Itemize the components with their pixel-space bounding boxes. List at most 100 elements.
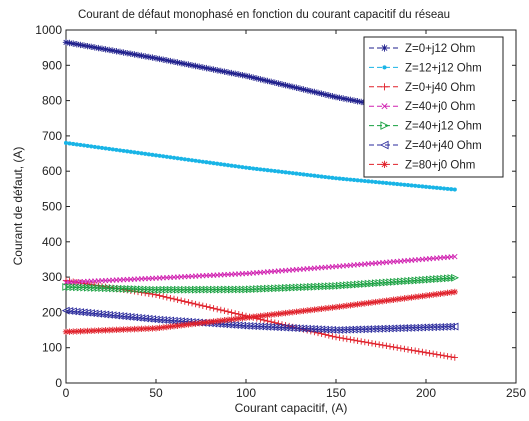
data-marker [325,92,332,99]
data-marker [292,324,301,333]
data-marker [335,326,344,334]
data-marker [383,297,390,304]
data-marker [395,182,400,187]
data-marker [106,46,113,54]
data-marker [343,95,350,103]
data-marker [296,308,304,315]
data-marker [127,50,134,57]
data-marker [98,327,106,334]
data-marker [390,343,397,351]
data-marker [124,326,131,333]
data-marker [394,344,401,351]
data-marker [420,184,425,189]
data-marker [233,164,238,169]
data-marker [408,294,415,301]
data-marker [436,323,445,331]
data-marker [137,314,146,322]
data-marker [170,58,178,65]
data-marker [246,314,253,321]
data-marker [261,167,267,172]
data-marker [412,347,419,354]
legend-item: Z=40+j0 Ohm [369,101,475,113]
data-marker [192,320,199,327]
data-marker [451,288,458,296]
data-marker [166,316,175,325]
data-marker [224,308,232,315]
legend-label: Z=40+j40 Ohm [405,140,482,152]
data-marker [210,305,217,312]
data-marker [221,307,228,315]
data-marker [408,346,415,354]
data-marker [268,311,275,318]
data-marker [373,179,378,185]
data-marker [203,319,210,326]
data-marker [283,170,288,175]
data-marker [434,185,439,190]
data-marker [71,141,76,146]
data-marker [188,320,196,328]
data-marker [337,176,342,181]
data-marker [432,323,441,331]
data-marker [311,88,318,96]
data-marker [160,56,167,63]
data-marker [167,294,174,302]
data-marker [78,142,83,147]
data-marker [444,289,451,297]
data-marker [452,187,457,192]
data-marker [160,324,167,331]
data-marker [151,315,160,324]
data-marker [287,170,292,175]
data-marker [257,76,264,83]
data-marker [113,48,120,55]
data-marker [307,306,314,314]
data-marker [356,325,365,334]
data-marker [425,323,434,332]
data-marker [211,161,216,166]
data-marker [239,314,246,322]
data-marker [349,325,358,334]
data-marker [440,290,448,297]
data-marker [239,71,246,79]
data-marker [167,57,174,65]
data-marker [258,167,263,172]
data-marker [228,316,235,323]
data-marker [430,291,437,298]
data-marker [279,169,285,174]
legend-item: Z=80+j0 Ohm [369,159,475,171]
data-marker [200,159,205,164]
data-marker [67,141,72,146]
data-marker [119,312,128,321]
data-marker [98,45,106,52]
data-marker [72,307,81,316]
data-marker [402,182,407,187]
data-marker [84,42,91,50]
data-marker [214,305,221,313]
data-marker [96,145,101,150]
y-tick-label: 1000 [35,23,62,37]
data-marker [264,77,271,85]
data-marker [83,308,92,317]
data-marker [329,333,336,340]
data-marker [362,178,367,184]
data-marker [131,51,138,58]
data-marker [268,78,275,86]
data-marker [185,61,192,68]
data-marker [230,321,239,329]
data-marker [185,299,192,306]
data-marker [289,83,296,91]
data-marker [347,336,354,343]
data-marker [358,338,365,345]
legend-label: Z=40+j12 Ohm [405,121,482,133]
data-marker [80,42,88,49]
data-marker [145,53,152,61]
data-marker [301,172,306,177]
data-marker [149,54,156,61]
data-marker [163,294,170,301]
data-marker [250,313,257,321]
data-marker [313,325,322,334]
data-marker [410,323,419,332]
data-marker [336,303,343,310]
data-marker [423,184,429,189]
data-marker [167,323,174,330]
